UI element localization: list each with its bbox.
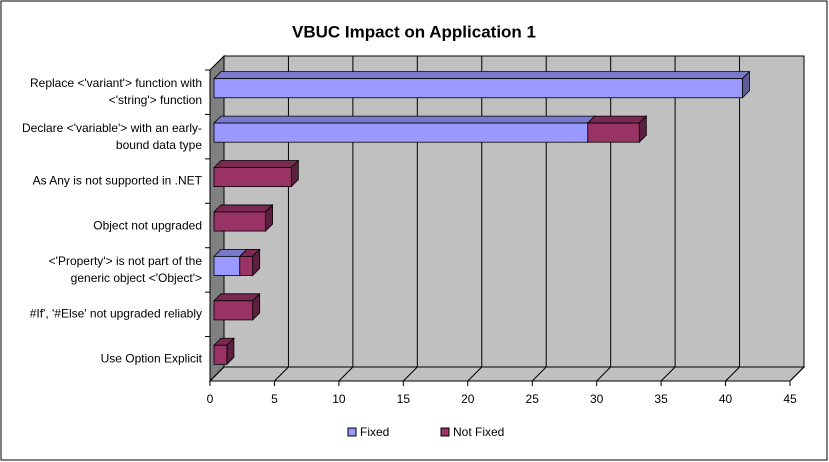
bar-top [213,160,300,168]
bar [586,115,648,144]
grid-line [209,366,225,382]
bar-top [213,204,274,213]
x-tick-label: 25 [526,392,540,406]
bar [213,337,235,366]
grid-line [274,366,289,382]
grid-line [789,366,805,382]
bar [213,115,596,144]
chart-title: VBUC Impact on Application 1 [292,22,536,41]
x-tick-label: 45 [783,392,797,406]
grid-line [725,366,740,382]
x-tick-label: 15 [397,392,411,406]
grid-line [596,366,612,382]
grid-line [338,366,354,382]
legend-label: Fixed [360,425,389,439]
category-label: Use Option Explicit [100,351,202,366]
grid-line [467,366,483,382]
bar-front [213,122,589,143]
legend-swatch [440,427,450,437]
back-wall [223,55,805,368]
bar [213,203,274,233]
bar-front [239,255,254,276]
category-label: Replace <'variant'> function with <'stri… [29,76,202,108]
bar-front [213,211,266,232]
bar-front [213,167,292,188]
grid-line [402,366,418,382]
category-label: <'Property'> is not part of the generic … [48,253,202,285]
bar [238,248,261,277]
bar-top [213,293,261,302]
bar-top [213,71,751,80]
bar-top [586,115,648,124]
x-tick-label: 10 [332,392,346,406]
legend-label: Not Fixed [453,425,504,439]
bar-front [587,122,640,143]
floor [208,366,806,382]
bar-front [213,344,228,365]
bar-front [213,300,254,321]
category-label: Object not upgraded [93,218,202,232]
x-tick-label: 0 [207,392,214,406]
grid-line [660,366,676,382]
bar-top [213,115,596,124]
x-tick-label: 35 [654,392,668,406]
category-label: Declare <'variable'> with an early-bound… [22,120,202,152]
grid-line [531,366,547,382]
category-label: As Any is not supported in .NET [32,173,202,188]
x-tick-label: 5 [271,392,278,406]
legend-swatch [347,427,357,437]
bar [213,292,261,321]
bar [213,70,751,99]
x-tick-label: 40 [719,392,733,406]
bar-front [213,78,743,99]
bar-front [213,255,241,276]
category-label: #If', '#Else' not upgraded reliably [29,306,202,321]
x-tick-label: 20 [461,392,475,406]
bar [213,159,300,188]
x-tick-label: 30 [590,392,604,406]
